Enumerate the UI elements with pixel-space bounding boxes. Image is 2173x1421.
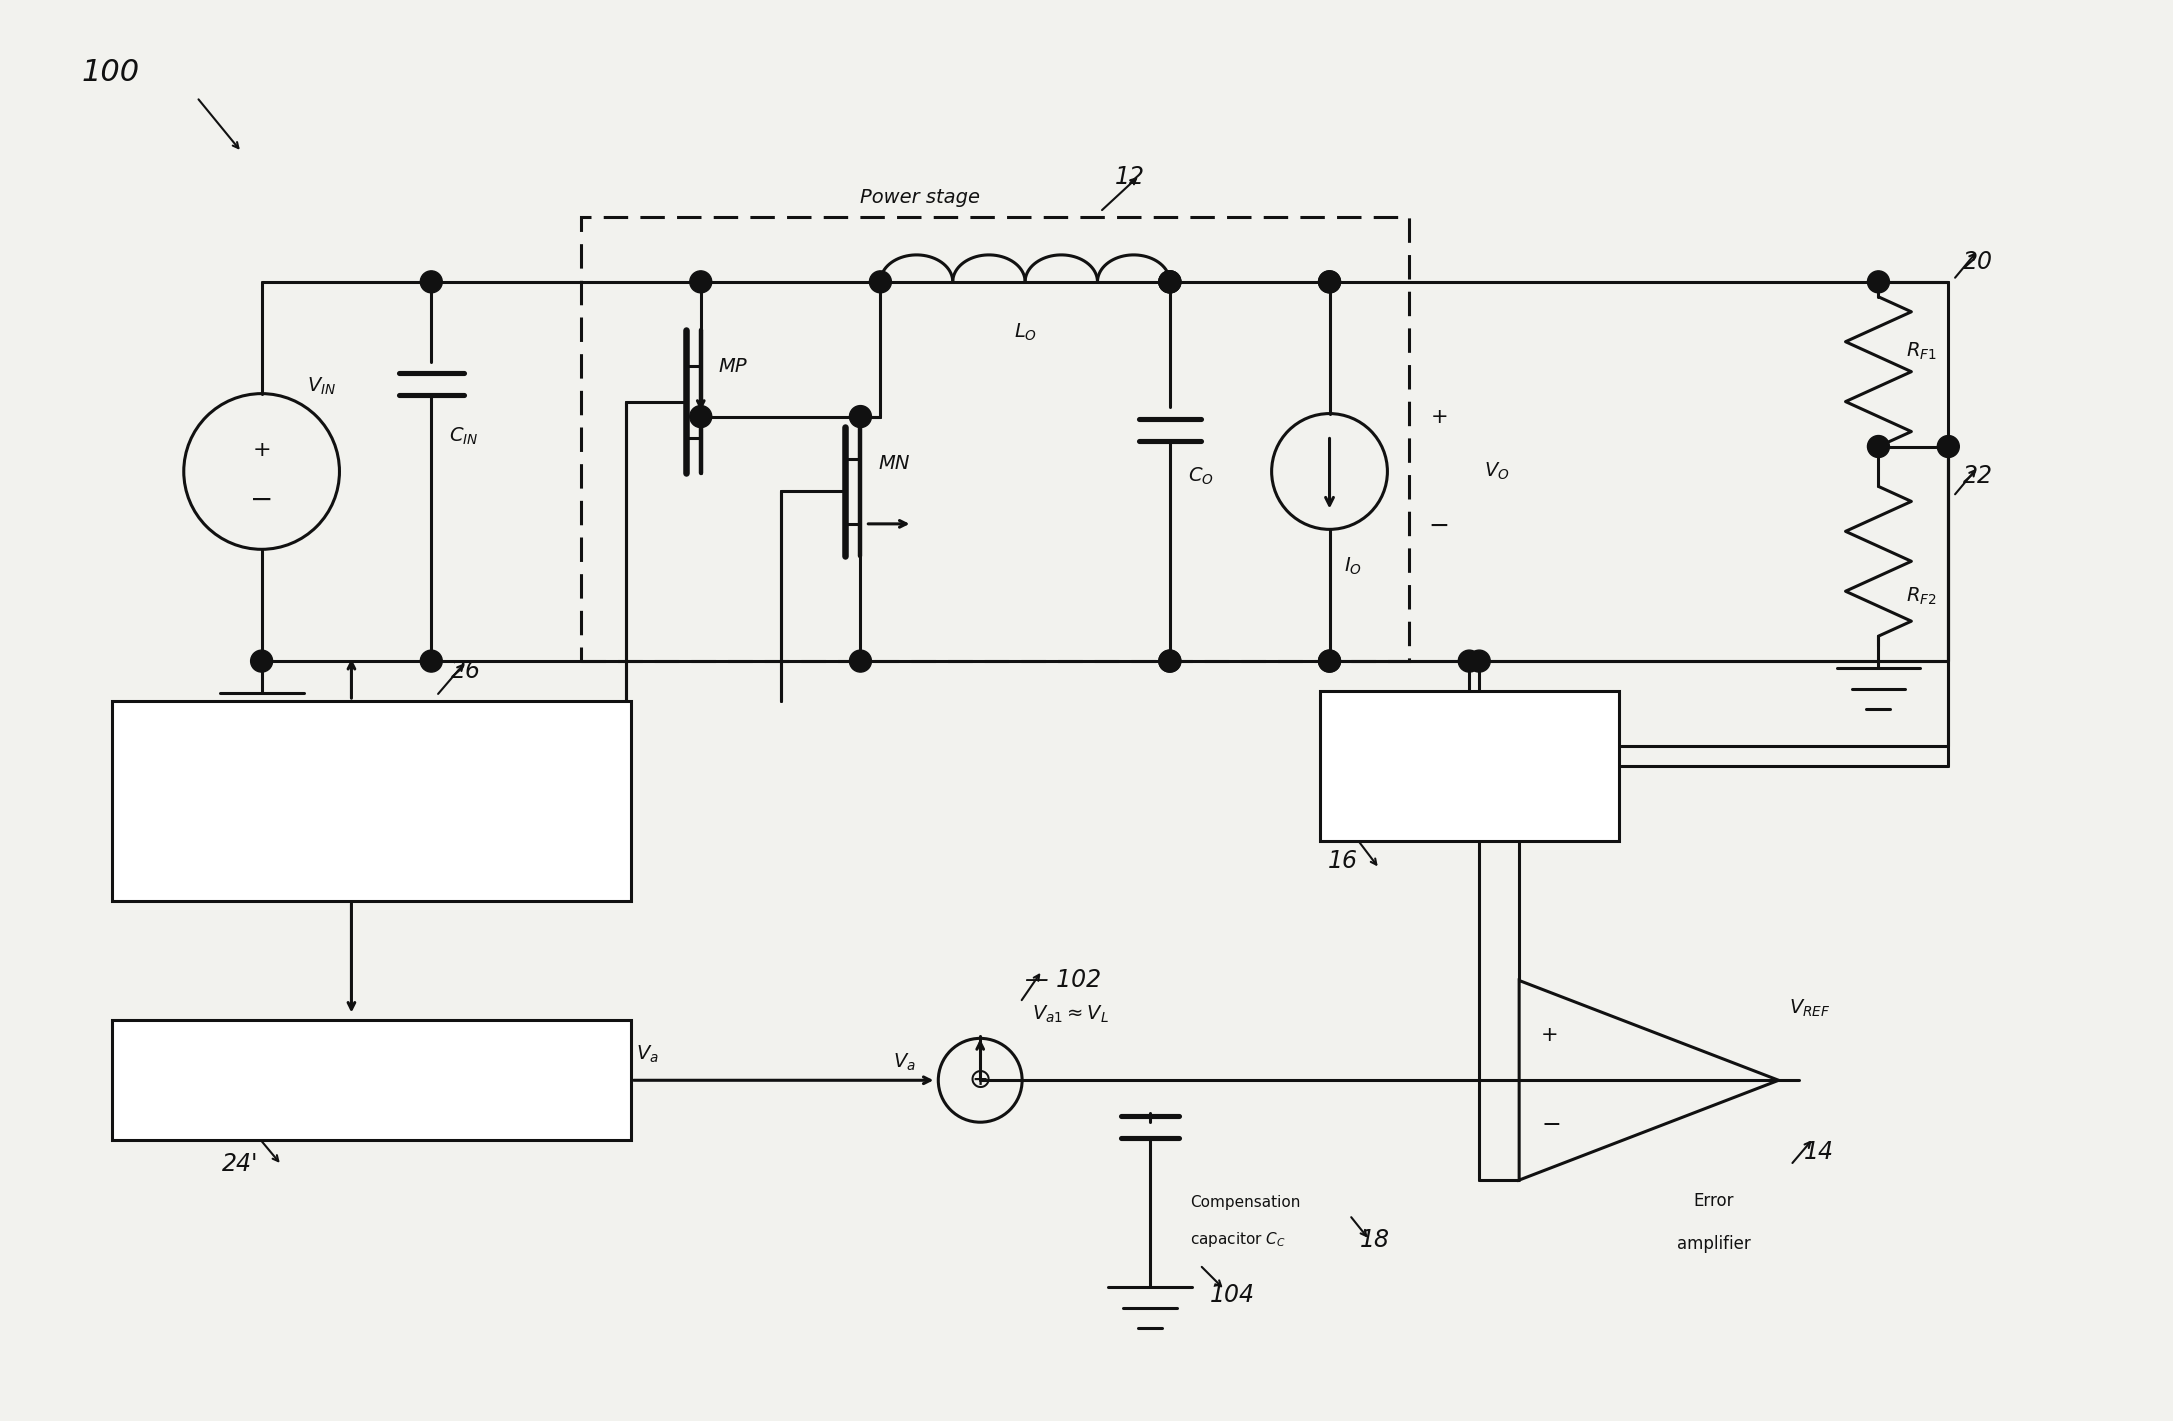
Text: 24': 24' [222, 1152, 259, 1177]
Text: 104: 104 [1210, 1283, 1254, 1307]
Text: +: + [1430, 406, 1447, 426]
Text: $V_a$: $V_a$ [893, 1052, 915, 1073]
Circle shape [689, 271, 713, 293]
Text: $I_O$: $I_O$ [1345, 556, 1362, 577]
FancyBboxPatch shape [111, 1020, 630, 1140]
Text: +: + [252, 439, 272, 459]
Circle shape [1458, 651, 1480, 672]
Text: MP: MP [719, 357, 748, 377]
Text: 20: 20 [1962, 250, 1993, 274]
Text: amplifier: amplifier [1678, 1235, 1751, 1253]
Circle shape [250, 651, 272, 672]
Text: Compensation: Compensation [1191, 1195, 1299, 1209]
Circle shape [1158, 651, 1180, 672]
Circle shape [869, 271, 891, 293]
Text: −: − [1430, 514, 1449, 539]
Circle shape [1867, 271, 1891, 293]
Circle shape [1867, 436, 1891, 458]
Circle shape [1158, 651, 1180, 672]
Text: 12: 12 [1115, 165, 1145, 189]
Circle shape [419, 271, 443, 293]
Text: 100: 100 [83, 58, 139, 87]
Circle shape [1319, 651, 1341, 672]
Circle shape [1319, 271, 1341, 293]
Text: Voltage: Voltage [1436, 735, 1504, 753]
Circle shape [1158, 271, 1180, 293]
Circle shape [689, 405, 713, 428]
Text: $C_{IN}$: $C_{IN}$ [450, 426, 478, 448]
Circle shape [1469, 651, 1491, 672]
Text: Power stage: Power stage [861, 188, 980, 207]
Text: Dead-time control and: Dead-time control and [278, 764, 465, 782]
Circle shape [1158, 271, 1180, 293]
Circle shape [1158, 271, 1180, 293]
Text: $V_{REF}$: $V_{REF}$ [1788, 998, 1830, 1019]
Circle shape [419, 651, 443, 672]
Text: ⊕: ⊕ [969, 1066, 991, 1094]
Circle shape [850, 651, 871, 672]
Text: reference: reference [1425, 782, 1512, 800]
Circle shape [1319, 651, 1341, 672]
Text: −: − [1541, 1113, 1560, 1137]
Text: +: + [1541, 1026, 1558, 1046]
FancyBboxPatch shape [111, 701, 630, 901]
Text: $V_{IN}$: $V_{IN}$ [306, 375, 335, 396]
Text: 18: 18 [1360, 1228, 1389, 1252]
Text: MN: MN [878, 453, 910, 473]
Text: 14: 14 [1804, 1140, 1834, 1164]
Circle shape [1938, 436, 1960, 458]
Text: −: − [250, 486, 274, 513]
Text: $R_{F1}$: $R_{F1}$ [1906, 341, 1936, 362]
Text: 26: 26 [452, 659, 480, 684]
Text: — 102: — 102 [1026, 969, 1102, 992]
Text: $R_{F2}$: $R_{F2}$ [1906, 585, 1936, 607]
Text: Error: Error [1693, 1192, 1734, 1211]
Text: 22: 22 [1962, 465, 1993, 489]
Text: $V_O$: $V_O$ [1484, 460, 1510, 482]
Text: $L_O$: $L_O$ [1013, 321, 1037, 342]
Text: capacitor $C_C$: capacitor $C_C$ [1191, 1231, 1286, 1249]
Text: $C_O$: $C_O$ [1189, 466, 1213, 487]
Text: PWM controller: PWM controller [304, 1071, 439, 1090]
Circle shape [850, 405, 871, 428]
Text: 16: 16 [1328, 848, 1358, 872]
Text: $V_a$: $V_a$ [637, 1044, 658, 1066]
Text: power transistor drivers: power transistor drivers [272, 820, 472, 838]
FancyBboxPatch shape [1319, 691, 1619, 841]
Text: $V_{a1}\approx V_L$: $V_{a1}\approx V_L$ [1032, 1005, 1108, 1026]
Circle shape [1319, 271, 1341, 293]
